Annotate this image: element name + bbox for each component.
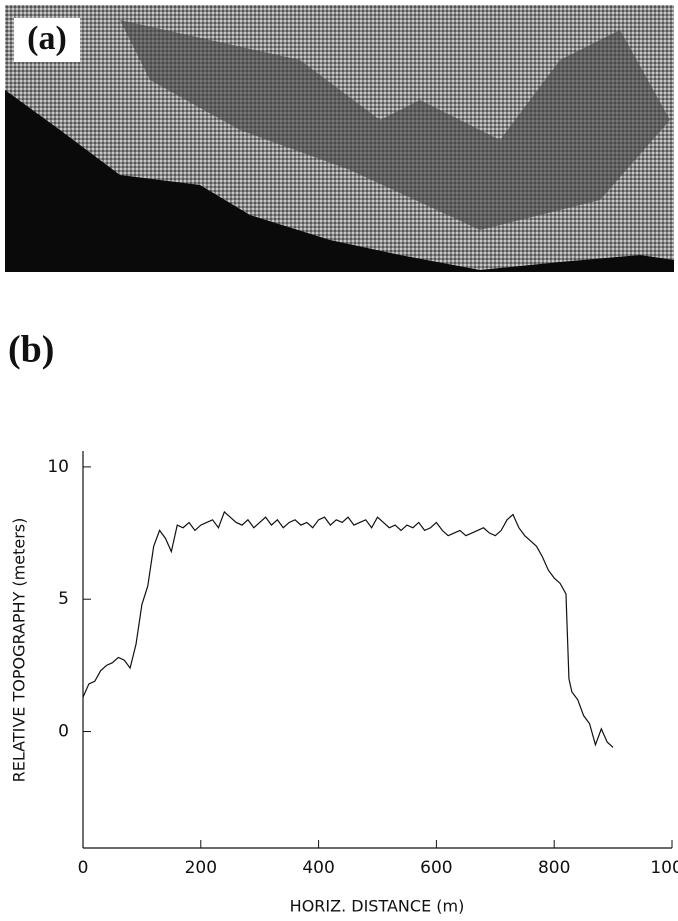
x-tick-label: 200 — [185, 858, 217, 878]
photo: (a) — [5, 5, 674, 272]
y-tick-label: 10 — [47, 457, 69, 477]
y-tick-label: 5 — [58, 589, 69, 609]
panel-label: (b) — [8, 329, 54, 371]
image-label: (a) — [27, 20, 67, 57]
x-tick-label: 600 — [420, 858, 452, 878]
x-tick-label: 0 — [78, 858, 89, 878]
y-tick-label: 0 — [58, 722, 69, 742]
y-axis-label: RELATIVE TOPOGRAPHY (meters) — [10, 518, 29, 783]
x-axis-label: HORIZ. DISTANCE (m) — [290, 897, 465, 916]
x-tick-label: 400 — [302, 858, 334, 878]
data-line — [82, 510, 614, 748]
x-tick-label: 800 — [538, 858, 570, 878]
